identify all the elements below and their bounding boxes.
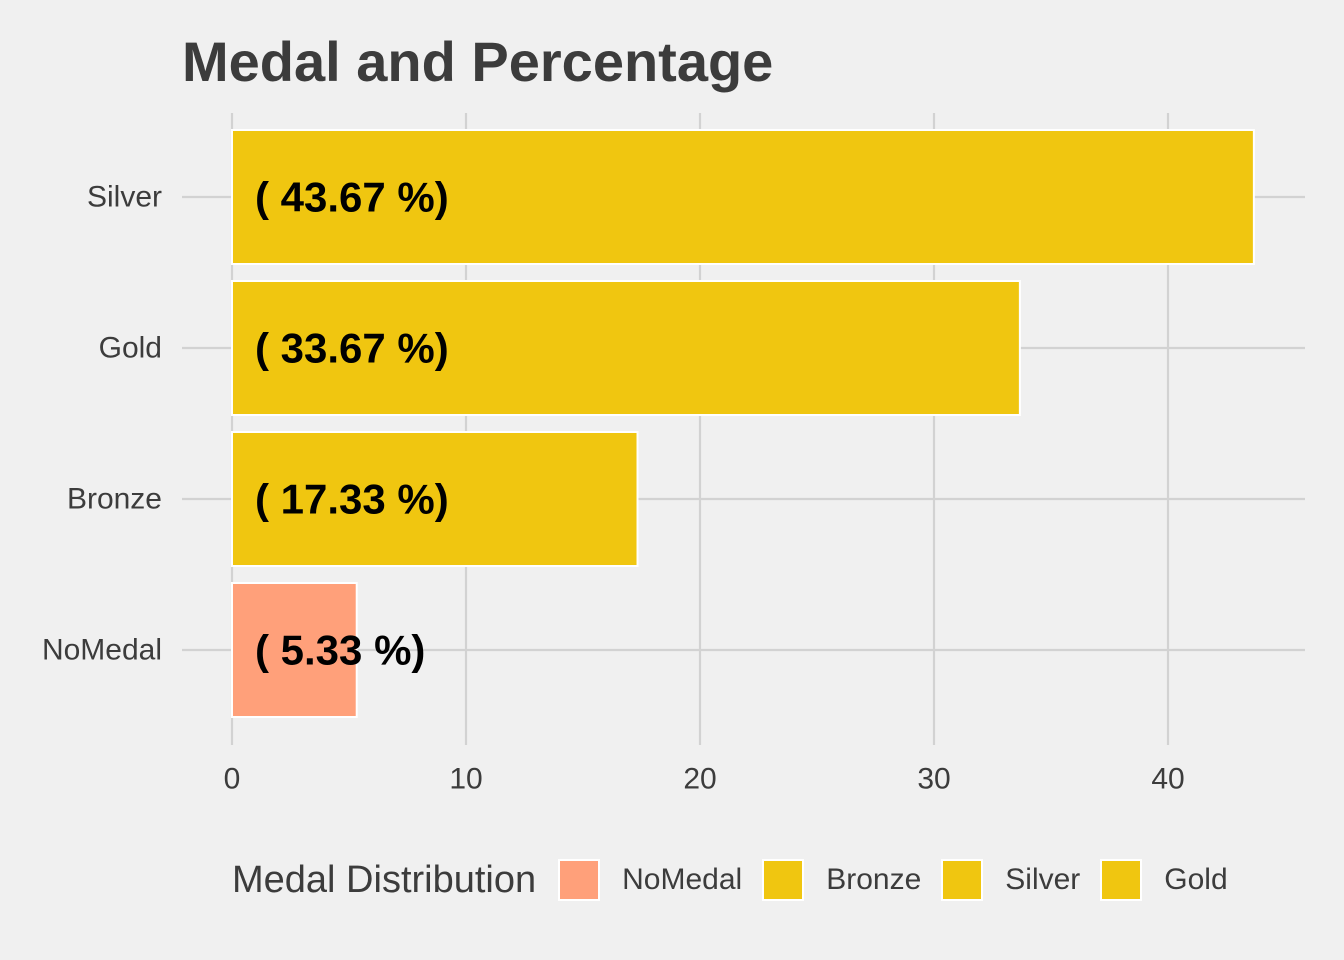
legend-label-nomedal: NoMedal <box>622 863 743 896</box>
legend-title: Medal Distribution <box>232 858 537 901</box>
y-tick-label-gold: Gold <box>99 332 162 365</box>
bar-silver <box>231 129 1255 265</box>
y-tick-label-silver: Silver <box>87 181 162 214</box>
legend-item-bronze: Bronze <box>762 859 921 901</box>
legend-label-bronze: Bronze <box>826 863 922 896</box>
data-label-bronze: ( 17.33 %) <box>255 476 449 523</box>
legend: Medal Distribution NoMedal Bronze Silver… <box>232 852 1248 908</box>
data-label-gold: ( 33.67 %) <box>255 325 449 372</box>
legend-swatch-gold <box>1100 859 1143 901</box>
legend-label-gold: Gold <box>1164 863 1228 896</box>
chart-title: Medal and Percentage <box>182 30 774 93</box>
y-tick-label-bronze: Bronze <box>67 483 162 516</box>
legend-item-gold: Gold <box>1100 859 1228 901</box>
data-labels: ( 43.67 %) ( 33.67 %) ( 17.33 %) ( 5.33 %) <box>255 174 449 674</box>
plot-area: ( 43.67 %)( 33.67 %)( 17.33 %)( 5.33 %) … <box>42 113 1305 796</box>
x-tick-label-20: 20 <box>683 763 716 796</box>
legend-item-silver: Silver <box>941 859 1080 901</box>
data-label-nomedal: ( 5.33 %) <box>255 627 425 674</box>
bar-gold <box>231 280 1021 416</box>
legend-label-silver: Silver <box>1005 863 1081 896</box>
legend-swatch-silver <box>941 859 984 901</box>
axis-labels: Silver Gold Bronze NoMedal 0 10 20 30 40 <box>42 181 1185 796</box>
bars <box>231 129 1255 718</box>
x-tick-label-40: 40 <box>1151 763 1184 796</box>
x-tick-label-0: 0 <box>224 763 241 796</box>
x-tick-label-30: 30 <box>917 763 950 796</box>
bar-nomedal <box>231 582 358 718</box>
data-label-silver: ( 43.67 %) <box>255 174 449 221</box>
x-tick-label-10: 10 <box>449 763 482 796</box>
legend-swatch-bronze <box>762 859 805 901</box>
bar-bronze <box>231 431 639 567</box>
y-tick-label-nomedal: NoMedal <box>42 634 162 667</box>
legend-item-nomedal: NoMedal <box>558 859 742 901</box>
legend-swatch-nomedal <box>558 859 601 901</box>
